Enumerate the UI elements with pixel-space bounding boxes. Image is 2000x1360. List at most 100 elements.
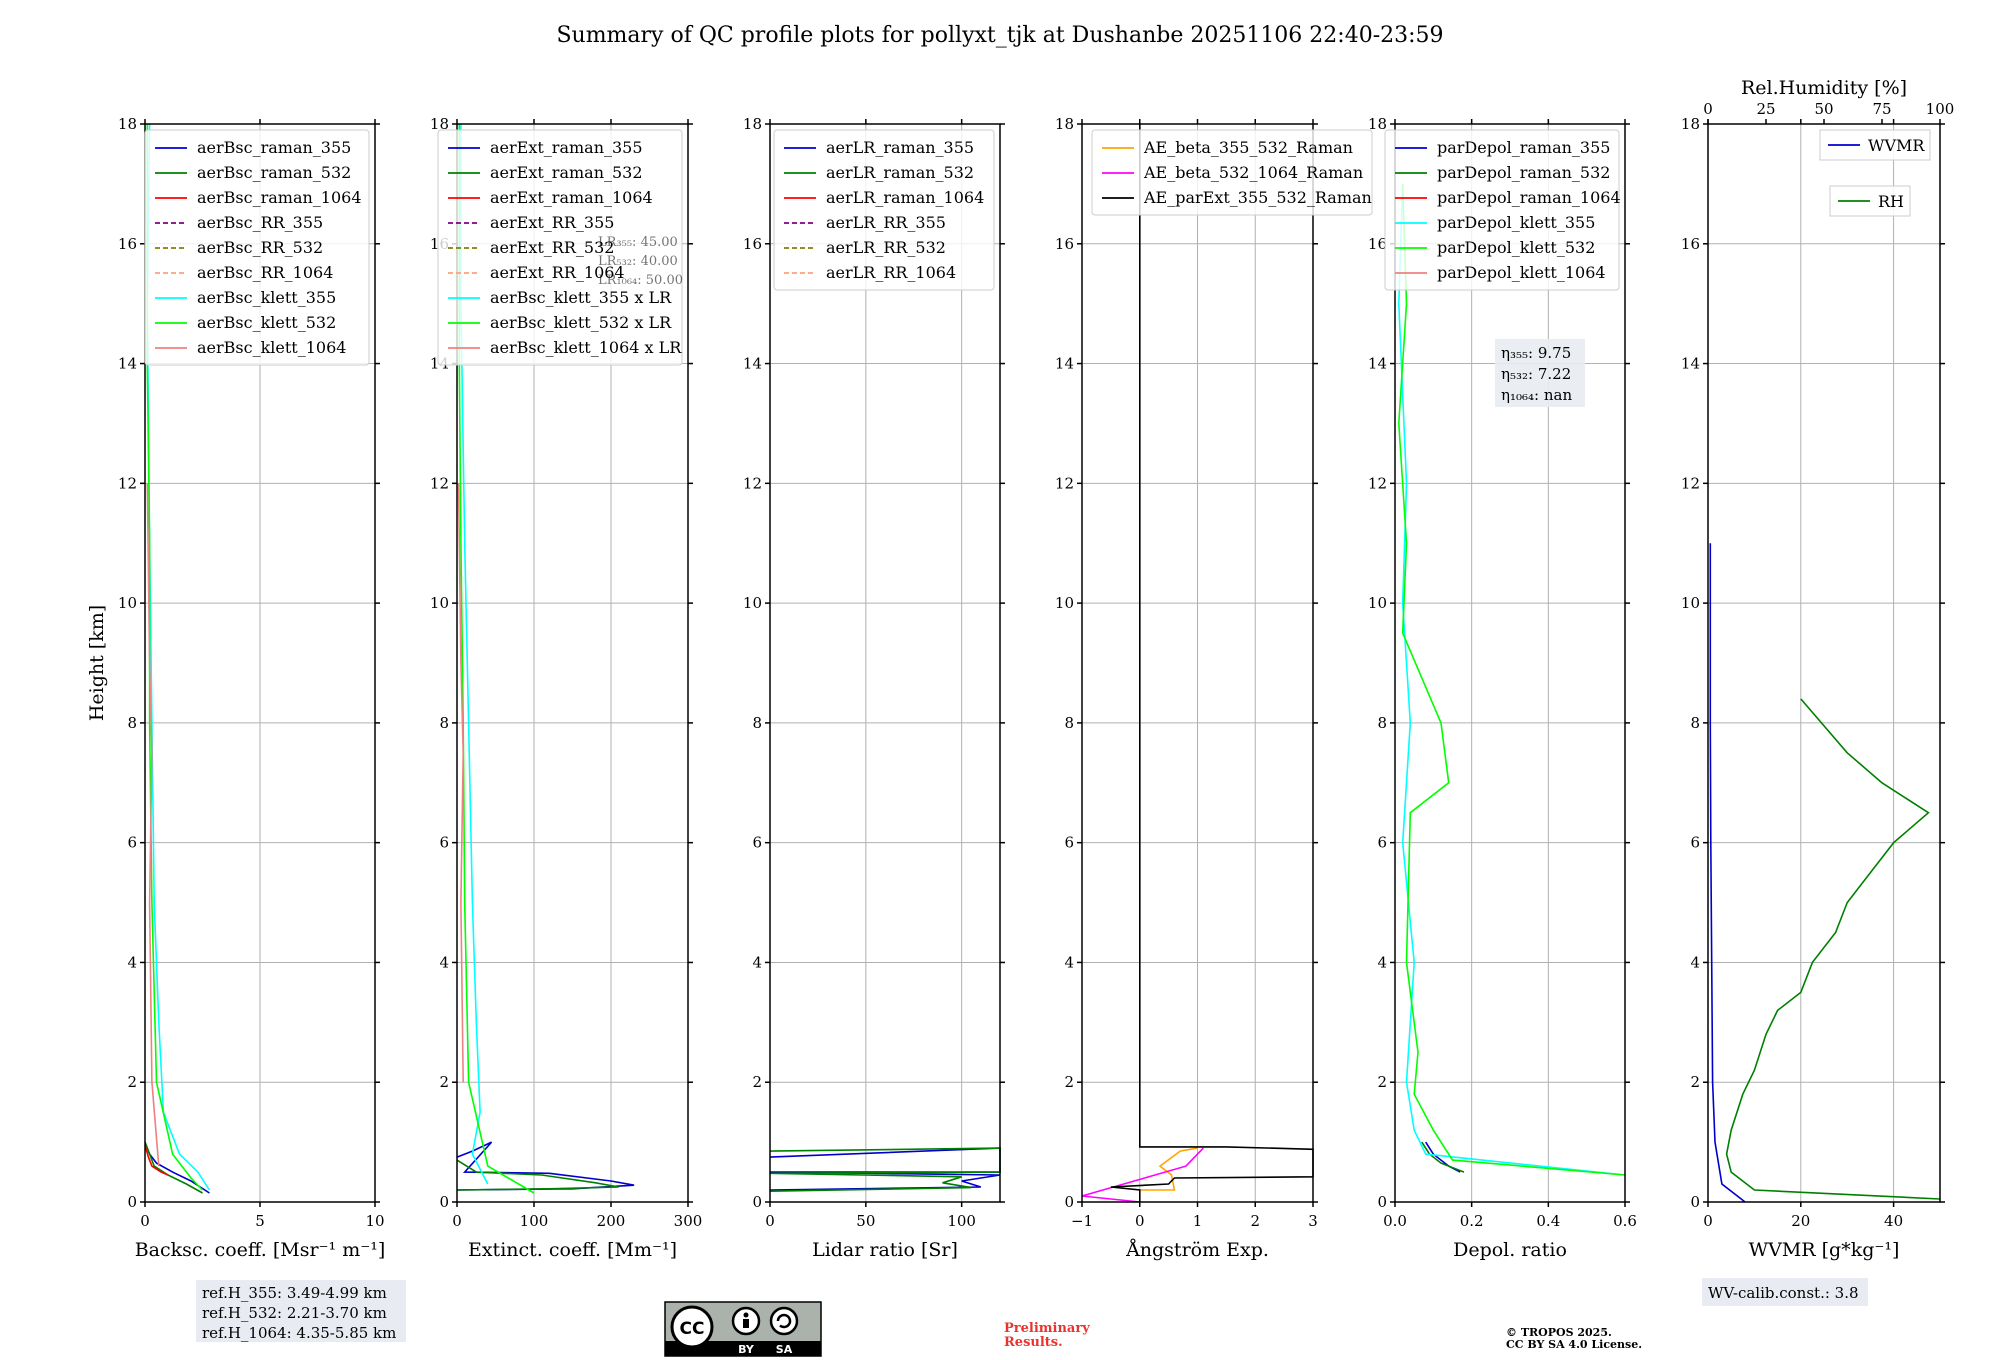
lr-annotation: LR₁₀₆₄: 50.00 bbox=[598, 273, 683, 288]
x-tick-label: 2 bbox=[1250, 1212, 1260, 1230]
x-tick-label: 0.6 bbox=[1613, 1212, 1637, 1230]
license-text: CC BY SA 4.0 License. bbox=[1506, 1338, 1642, 1351]
series-line-pardepol-klett-532 bbox=[1397, 183, 1626, 1176]
legend-label: parDepol_raman_1064 bbox=[1437, 188, 1621, 207]
legend: parDepol_raman_355 parDepol_raman_532 parD… bbox=[1384, 129, 1621, 291]
y-tick-label: 4 bbox=[439, 953, 449, 971]
y-tick-label: 16 bbox=[743, 235, 762, 253]
y-tick-label: 10 bbox=[118, 594, 137, 612]
series-line-rh bbox=[1725, 698, 1941, 1200]
y-tick-label: 8 bbox=[439, 714, 449, 732]
by-label: BY bbox=[738, 1343, 755, 1356]
y-tick-label: 12 bbox=[1368, 474, 1387, 492]
legend-label: WVMR bbox=[1868, 136, 1925, 155]
legend-label: aerBsc_klett_1064 x LR bbox=[490, 338, 682, 357]
legend: aerLR_raman_355 aerLR_raman_532 aerLR_rama… bbox=[773, 129, 995, 291]
legend-label: AE_beta_532_1064_Raman bbox=[1143, 163, 1363, 182]
series-line-aerbsc-raman-532 bbox=[144, 1141, 203, 1194]
legend-label: parDepol_klett_355 bbox=[1437, 213, 1595, 232]
ref-h-box bbox=[196, 1280, 406, 1342]
x-tick-label: 200 bbox=[597, 1212, 626, 1230]
y-tick-label: 8 bbox=[752, 714, 762, 732]
series-line-ae-beta-355-532-raman bbox=[1139, 1147, 1198, 1191]
y-tick-label: 0 bbox=[1690, 1193, 1700, 1211]
legend-label: aerLR_raman_1064 bbox=[826, 188, 984, 207]
grid bbox=[1707, 123, 1940, 1203]
legend-label: aerBsc_RR_355 bbox=[197, 213, 323, 232]
series-line-aerlr-raman-355 bbox=[769, 1147, 1001, 1191]
y-tick-label: 4 bbox=[1064, 953, 1074, 971]
y-tick-label: 0 bbox=[439, 1193, 449, 1211]
y-tick-label: 14 bbox=[1681, 355, 1700, 373]
panel-3: 0 50 100 0 2 4 6 8 10 12 14 16 18 Lidar ratio [Sr] aer… bbox=[743, 115, 1005, 1261]
ticks bbox=[452, 119, 693, 1207]
legend-frame bbox=[437, 129, 683, 366]
wv-calib-box bbox=[1702, 1278, 1868, 1306]
y-tick-label: 6 bbox=[127, 834, 137, 852]
y-tick-label: 12 bbox=[118, 474, 137, 492]
y-tick-label: 2 bbox=[127, 1073, 137, 1091]
y-tick-label: 10 bbox=[1681, 594, 1700, 612]
panel-5: 0.0 0.2 0.4 0.6 0 2 4 6 8 10 12 14 16 18 Depol. ratio p… bbox=[1368, 115, 1637, 1261]
legend-label: aerBsc_raman_1064 bbox=[197, 188, 362, 207]
top-x-tick-label: 25 bbox=[1756, 100, 1775, 118]
series-line-aerlr-raman-532 bbox=[769, 1147, 1001, 1192]
legend-frame bbox=[773, 129, 995, 291]
legend-frame bbox=[144, 129, 370, 366]
legend-label: parDepol_raman_532 bbox=[1437, 163, 1610, 182]
y-tick-label: 2 bbox=[752, 1073, 762, 1091]
y-axis-label: Height [km] bbox=[86, 605, 108, 721]
y-tick-label: 18 bbox=[743, 115, 762, 133]
y-tick-label: 16 bbox=[1681, 235, 1700, 253]
y-tick-label: 4 bbox=[752, 953, 762, 971]
legend-label: aerBsc_RR_532 bbox=[197, 238, 323, 257]
top-x-tick-label: 50 bbox=[1814, 100, 1833, 118]
legend-label: aerBsc_klett_355 bbox=[197, 288, 336, 307]
ticks bbox=[140, 119, 380, 1207]
x-tick-label: 100 bbox=[520, 1212, 549, 1230]
series-line-ae-parext-355-532-raman bbox=[1110, 124, 1314, 1202]
y-tick-label: 6 bbox=[439, 834, 449, 852]
x-tick-label: 100 bbox=[947, 1212, 976, 1230]
footer: ref.H_355: 3.49-4.99 km ref.H_532: 2.21-… bbox=[196, 1278, 1868, 1357]
series-line-pardepol-raman-532 bbox=[1421, 1141, 1465, 1173]
x-tick-label: 0 bbox=[1703, 1212, 1713, 1230]
legend-label: parDepol_klett_1064 bbox=[1437, 263, 1606, 282]
y-tick-label: 14 bbox=[1368, 355, 1387, 373]
legend: AE_beta_355_532_Raman AE_beta_532_1064_Ra… bbox=[1091, 129, 1373, 216]
x-axis-label: Backsc. coeff. [Msr⁻¹ m⁻¹] bbox=[135, 1239, 386, 1261]
legend-label: aerBsc_klett_1064 bbox=[197, 338, 346, 357]
wv-calib-const: WV-calib.const.: 3.8 bbox=[1708, 1284, 1859, 1302]
x-tick-label: 0.0 bbox=[1383, 1212, 1407, 1230]
ticks bbox=[1703, 119, 1945, 1207]
legend-frame bbox=[1091, 129, 1373, 216]
y-tick-label: 10 bbox=[430, 594, 449, 612]
y-tick-label: 0 bbox=[127, 1193, 137, 1211]
legend-label: aerLR_RR_1064 bbox=[826, 263, 956, 282]
figure-title: Summary of QC profile plots for pollyxt_… bbox=[556, 23, 1443, 48]
x-tick-label: 0.4 bbox=[1536, 1212, 1560, 1230]
x-tick-label: 40 bbox=[1884, 1212, 1903, 1230]
series-line-ae-beta-532-1064-raman bbox=[1081, 1147, 1204, 1203]
series-line-pardepol-klett-355 bbox=[1397, 183, 1626, 1176]
legend-label: aerLR_RR_355 bbox=[826, 213, 946, 232]
legend: aerExt_raman_355 aerExt_raman_532 aerExt_r… bbox=[437, 129, 683, 366]
plot-frame bbox=[1394, 123, 1626, 1203]
series-line-aerbsc-klett-1064 bbox=[146, 483, 160, 1167]
y-tick-label: 10 bbox=[1055, 594, 1074, 612]
ref-h-532: ref.H_532: 2.21-3.70 km bbox=[202, 1304, 387, 1322]
sa-sharealike-icon bbox=[769, 1306, 799, 1336]
legend-frame bbox=[1384, 129, 1620, 291]
y-tick-label: 6 bbox=[1690, 834, 1700, 852]
legend-label: aerBsc_RR_1064 bbox=[197, 263, 333, 282]
y-tick-label: 6 bbox=[752, 834, 762, 852]
legend-label: aerBsc_raman_355 bbox=[197, 138, 351, 157]
y-tick-label: 14 bbox=[1055, 355, 1074, 373]
legend-label: AE_parExt_355_532_Raman bbox=[1143, 188, 1372, 207]
ticks bbox=[1390, 119, 1630, 1207]
top-x-tick-label: 75 bbox=[1872, 100, 1891, 118]
preliminary-results: Preliminary bbox=[1004, 1321, 1090, 1336]
